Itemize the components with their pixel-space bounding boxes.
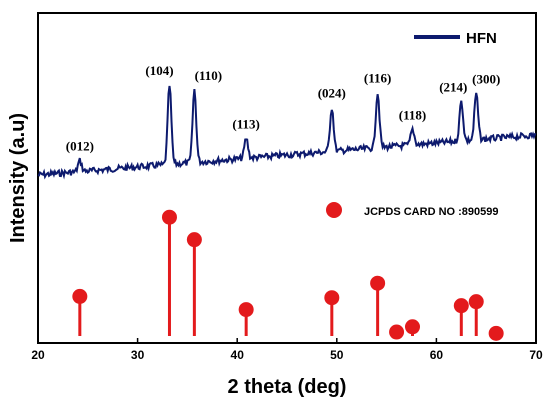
reference-lines <box>72 209 504 341</box>
reference-marker <box>453 298 469 314</box>
peak-label: (012) <box>66 139 94 154</box>
x-axis-ticks: 20 30 40 50 60 70 <box>31 338 543 362</box>
reference-marker <box>404 319 420 335</box>
legend-marker-reference <box>326 202 342 218</box>
peak-label: (116) <box>364 71 391 86</box>
reference-marker <box>324 290 340 306</box>
legend-label-hfn: HFN <box>466 30 497 47</box>
reference-marker <box>389 324 405 340</box>
peak-label: (110) <box>195 68 222 83</box>
reference-marker <box>72 288 88 304</box>
reference-marker <box>161 209 177 225</box>
peak-labels: (012) (104) (110) (113) (024) (116) (118) (214)… <box>66 63 501 153</box>
peak-label: (214) <box>439 79 467 94</box>
x-tick-label: 20 <box>31 348 45 362</box>
peak-label: (118) <box>399 108 426 123</box>
peak-label: (300) <box>472 72 500 87</box>
x-axis-title: 2 theta (deg) <box>228 376 347 398</box>
legend-label-reference: JCPDS CARD NO :890599 <box>364 206 499 218</box>
reference-marker <box>186 232 202 248</box>
x-tick-label: 30 <box>131 348 145 362</box>
x-tick-label: 40 <box>231 348 245 362</box>
x-tick-label: 60 <box>430 348 444 362</box>
plot-frame <box>37 12 537 344</box>
y-axis-title: Intensity (a.u) <box>7 113 29 243</box>
reference-marker <box>238 302 254 318</box>
x-tick-label: 50 <box>330 348 344 362</box>
reference-marker <box>468 294 484 310</box>
peak-label: (024) <box>318 85 346 100</box>
x-tick-label: 70 <box>529 348 543 362</box>
reference-marker <box>488 325 504 341</box>
peak-label: (104) <box>145 63 173 78</box>
series-line-hfn <box>37 85 537 180</box>
reference-marker <box>370 275 386 291</box>
peak-label: (113) <box>232 116 259 131</box>
